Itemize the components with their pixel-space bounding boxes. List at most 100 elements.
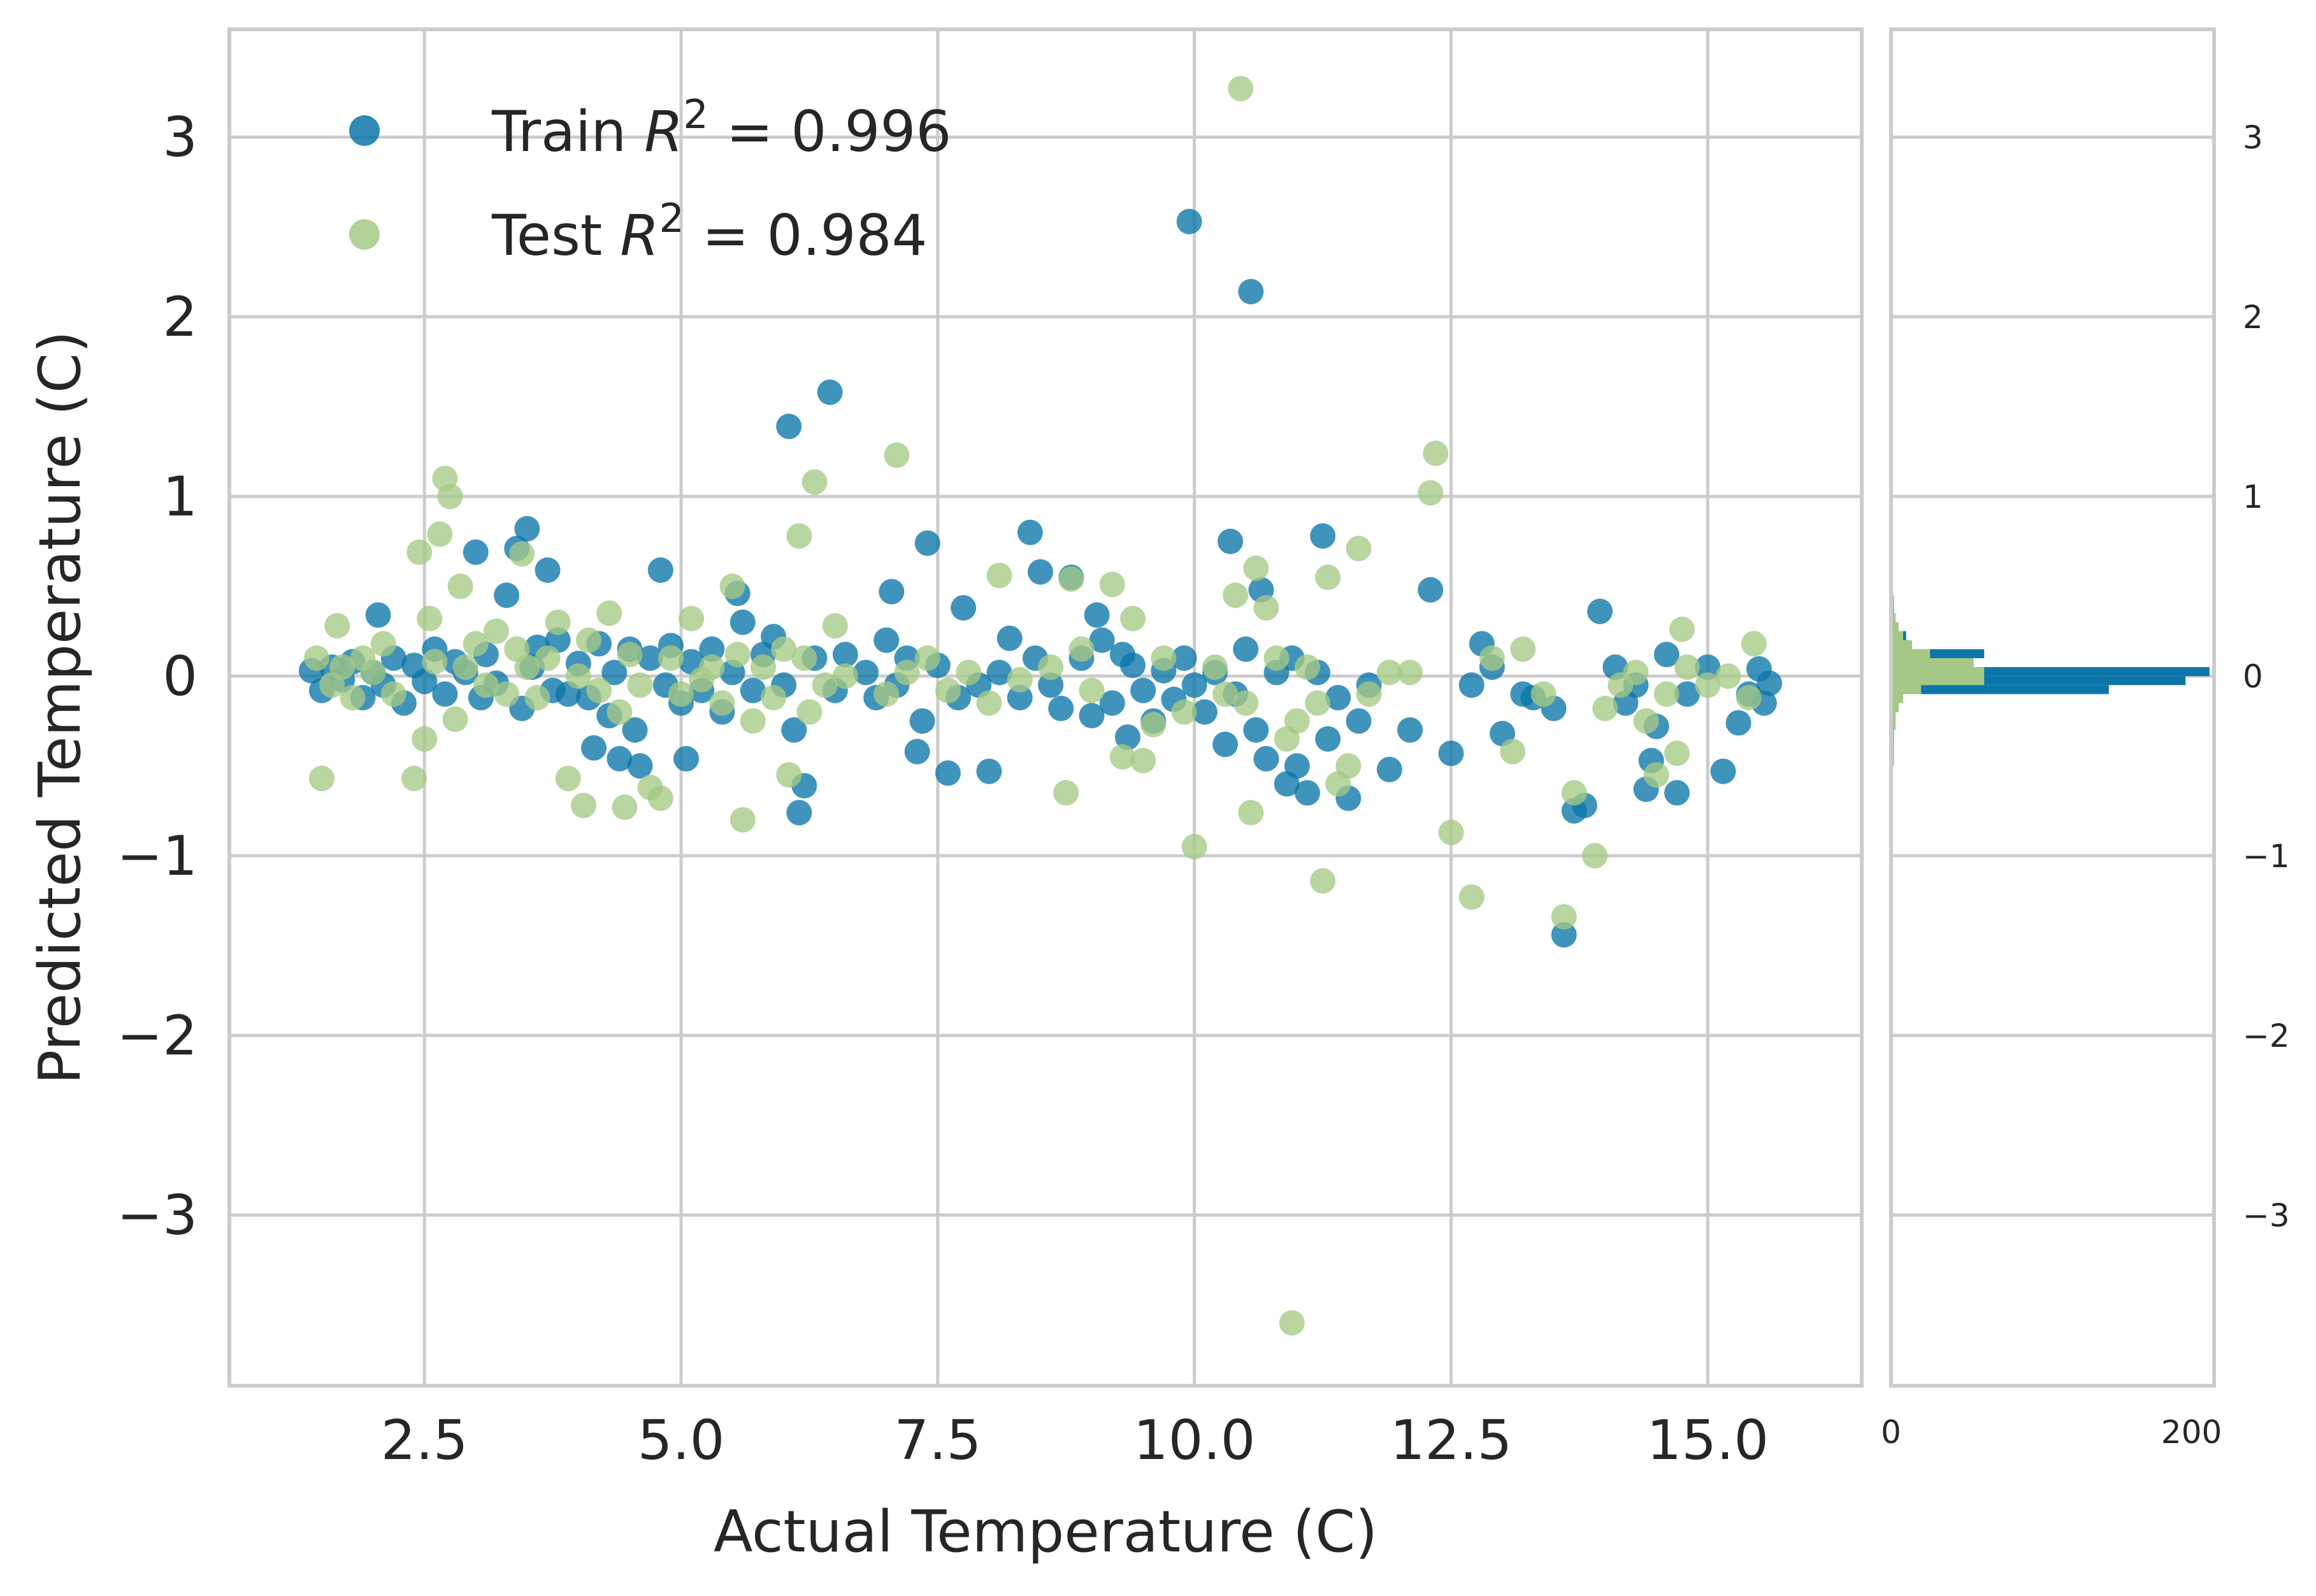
train-point <box>1017 519 1043 545</box>
test-point <box>1120 605 1146 631</box>
y-tick-label: 3 <box>162 106 198 169</box>
train-point <box>1294 780 1320 806</box>
train-point <box>776 413 802 440</box>
train-point <box>874 627 900 653</box>
train-point <box>1238 278 1264 305</box>
histogram-y-tick-label: 2 <box>2243 299 2263 336</box>
test-point <box>1741 631 1767 657</box>
train-point <box>637 645 663 671</box>
legend-label-symbol: R <box>620 203 659 268</box>
test-point <box>761 685 786 710</box>
test-point <box>442 706 468 732</box>
train-point <box>412 668 438 694</box>
test-point <box>724 642 751 668</box>
test-point <box>1438 819 1464 845</box>
test-point <box>1151 645 1177 671</box>
test-point <box>668 681 694 707</box>
test-point <box>417 605 443 631</box>
test-point <box>894 659 920 686</box>
train-point <box>622 717 648 743</box>
test-point <box>1058 566 1084 592</box>
test-point <box>1346 535 1372 561</box>
test-histogram-bar <box>1891 685 1922 694</box>
x-tick-label: 2.5 <box>381 1409 468 1472</box>
test-point <box>1228 76 1254 102</box>
test-histogram-bar <box>1891 622 1899 631</box>
test-point <box>437 484 463 510</box>
train-point <box>1027 559 1053 585</box>
test-point <box>1238 800 1264 826</box>
train-point <box>832 642 858 668</box>
test-point <box>874 681 900 707</box>
train-point <box>1695 654 1721 680</box>
test-point <box>370 631 396 657</box>
y-tick-label: −1 <box>117 824 198 888</box>
histogram-y-tick-label: −1 <box>2243 838 2290 875</box>
test-point <box>1561 780 1587 806</box>
train-legend-marker <box>349 115 380 146</box>
train-point <box>740 677 766 703</box>
train-point <box>1397 717 1423 743</box>
test-point <box>570 793 596 819</box>
test-point <box>1510 636 1536 662</box>
train-point <box>699 636 725 662</box>
test-point <box>1664 740 1690 766</box>
histogram-x-tick-label: 200 <box>2161 1414 2222 1451</box>
test-point <box>607 699 633 725</box>
test-point <box>1109 744 1135 770</box>
test-point <box>360 659 386 686</box>
train-point <box>1120 652 1146 679</box>
test-point <box>1674 654 1701 680</box>
y-tick-label: 2 <box>162 285 198 349</box>
legend-label-prefix: Train <box>491 99 644 164</box>
test-point <box>812 672 838 698</box>
test-point <box>1715 663 1741 689</box>
train-point <box>601 659 628 686</box>
test-point <box>647 785 673 811</box>
residual-histogram: −3 −2 −1 0 1 2 3 0 200 <box>1881 27 2290 1451</box>
test-point <box>1038 654 1064 680</box>
test-point <box>586 677 612 703</box>
test-point <box>412 726 438 752</box>
test-point <box>719 573 745 600</box>
train-point <box>879 579 905 605</box>
train-point <box>935 760 961 786</box>
x-axis-label: Actual Temperature (C) <box>714 1499 1377 1565</box>
train-point <box>1218 528 1243 554</box>
test-point <box>1551 904 1577 930</box>
train-point <box>1191 699 1218 725</box>
test-point <box>796 699 823 725</box>
test-legend-label: Test R2 = 0.984 <box>491 195 927 269</box>
histogram-x-tick-label: 0 <box>1881 1414 1901 1451</box>
train-point <box>904 738 930 765</box>
test-point <box>976 690 1002 716</box>
test-point <box>956 659 982 686</box>
test-point <box>730 807 756 833</box>
x-tick-label: 12.5 <box>1390 1409 1512 1472</box>
test-histogram-bar <box>1891 667 1985 677</box>
train-point <box>1315 726 1341 752</box>
train-point <box>1438 740 1464 766</box>
train-point <box>647 557 673 583</box>
test-point <box>1423 440 1449 466</box>
test-histogram-bar <box>1891 649 1931 658</box>
test-point <box>986 563 1012 589</box>
legend-label-prefix: Test <box>491 203 620 268</box>
histogram-y-tick-label: 1 <box>2243 478 2263 515</box>
legend-label-value: = 0.984 <box>684 203 928 268</box>
test-point <box>699 654 725 680</box>
main-plot-frame <box>227 27 1864 1388</box>
y-tick-label: −2 <box>117 1004 198 1068</box>
test-point <box>1356 681 1382 707</box>
train-point <box>786 800 812 826</box>
test-point <box>1233 690 1259 716</box>
test-point <box>617 642 643 668</box>
y-tick-label: −3 <box>117 1184 198 1247</box>
train-point <box>909 708 935 734</box>
train-point <box>781 717 807 743</box>
test-point <box>1212 681 1238 707</box>
train-point <box>1233 636 1259 662</box>
test-point <box>740 708 766 734</box>
test-point <box>658 645 684 671</box>
